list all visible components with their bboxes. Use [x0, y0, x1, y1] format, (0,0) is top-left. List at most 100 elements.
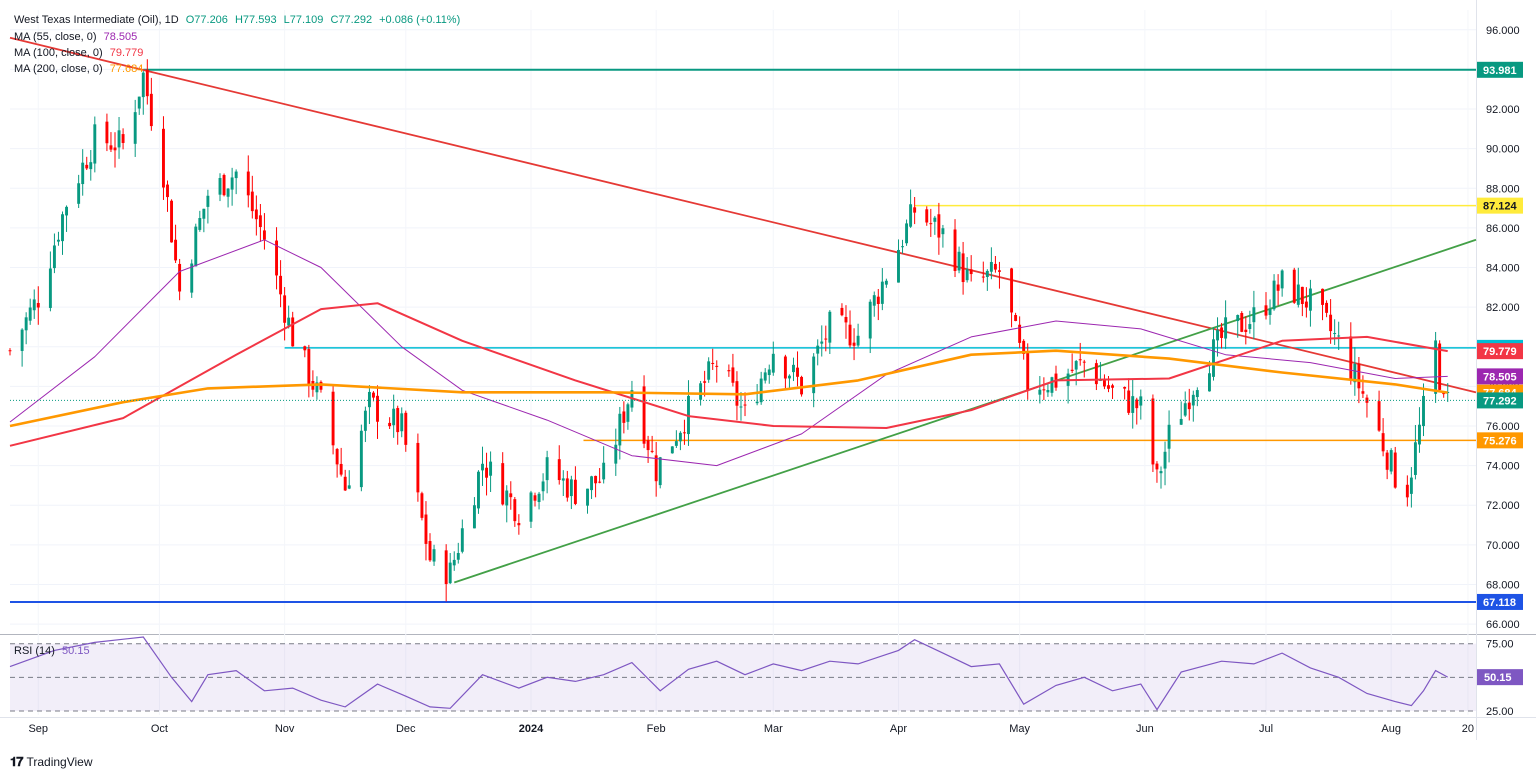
- candle-body: [1050, 377, 1054, 393]
- candle-body: [1159, 471, 1163, 474]
- candle-body: [372, 392, 375, 398]
- candle-body: [642, 386, 646, 444]
- candle-body: [396, 408, 400, 433]
- price-tick-label: 82.000: [1486, 302, 1520, 314]
- candle-body: [1381, 433, 1385, 452]
- candle-body: [392, 408, 396, 426]
- candle-body: [416, 442, 420, 493]
- candle-body: [1272, 280, 1276, 310]
- candle-body: [190, 263, 194, 293]
- candle-body: [1268, 309, 1272, 315]
- candle-body: [1393, 452, 1397, 488]
- candle-body: [1127, 390, 1131, 413]
- candle-body: [796, 367, 799, 377]
- candle-body: [28, 307, 32, 321]
- ma55-legend[interactable]: MA (55, close, 0) 78.505: [14, 31, 141, 43]
- candle-body: [1446, 391, 1450, 393]
- candle-body: [489, 461, 493, 476]
- candle-body: [65, 206, 68, 216]
- candle-body: [444, 550, 448, 585]
- candle-body: [234, 171, 238, 179]
- candle-body: [448, 562, 452, 584]
- rsi-value-tag[interactable]: 50.15: [1477, 669, 1523, 686]
- candle-body: [1349, 336, 1353, 380]
- rsi-value: 50.15: [62, 645, 90, 657]
- candle-body: [759, 378, 763, 403]
- candle-body: [517, 523, 521, 526]
- ma200-label: MA (200, close, 0): [14, 63, 103, 75]
- candle-body: [618, 413, 622, 446]
- price-tag[interactable]: 93.981: [1477, 61, 1523, 78]
- candle-body: [739, 406, 743, 408]
- price-tag[interactable]: 75.276: [1477, 432, 1523, 449]
- ma200-line[interactable]: [9, 349, 1448, 428]
- candle-body: [1422, 395, 1425, 427]
- candle-body: [20, 329, 24, 351]
- rsi-legend[interactable]: RSI (14) 50.15: [14, 645, 94, 657]
- price-tag[interactable]: 78.505: [1477, 368, 1523, 385]
- candle-body: [897, 249, 900, 283]
- time-tick-label: 2024: [519, 723, 544, 735]
- price-tick-label: 96.000: [1486, 25, 1520, 37]
- ma100-label: MA (100, close, 0): [14, 47, 103, 59]
- candle-body: [993, 263, 997, 270]
- candle-body: [957, 251, 961, 271]
- symbol-legend: West Texas Intermediate (Oil), 1D O77.20…: [14, 14, 464, 26]
- candles: [8, 59, 1450, 602]
- candle-body: [884, 280, 888, 285]
- price-tick-label: 76.000: [1486, 421, 1520, 433]
- price-tag-label: 87.124: [1483, 201, 1518, 213]
- candle-body: [1385, 452, 1389, 470]
- time-tick-label: Jun: [1136, 723, 1154, 735]
- candle-body: [876, 296, 880, 305]
- price-tag[interactable]: 79.779: [1477, 343, 1523, 360]
- price-tick-label: 88.000: [1486, 183, 1520, 195]
- ma100-legend[interactable]: MA (100, close, 0) 79.779: [14, 47, 147, 59]
- time-tick-label: Feb: [647, 723, 666, 735]
- candle-body: [1292, 269, 1296, 303]
- brand-name: TradingView: [26, 755, 93, 769]
- price-tag[interactable]: 77.292: [1477, 392, 1523, 409]
- candle-body: [335, 449, 339, 465]
- price-tag[interactable]: 87.124: [1477, 197, 1523, 214]
- price-tag-bg: [1477, 61, 1523, 78]
- candle-body: [275, 240, 278, 276]
- ma200-legend[interactable]: MA (200, close, 0) 77.684: [14, 63, 147, 75]
- candle-body: [929, 223, 933, 225]
- candle-body: [941, 228, 945, 235]
- candle-body: [1308, 288, 1312, 311]
- candle-body: [162, 128, 165, 188]
- candle-body: [1248, 324, 1252, 329]
- ma100-line[interactable]: [9, 302, 1448, 447]
- candle-body: [262, 230, 266, 240]
- candle-body: [61, 214, 64, 242]
- candle-body: [149, 93, 153, 127]
- ma55-line[interactable]: [9, 239, 1448, 467]
- price-tag-bg: [1477, 368, 1523, 385]
- candle-body: [654, 455, 658, 482]
- candle-body: [901, 246, 904, 248]
- candle-body: [997, 270, 1001, 272]
- candle-body: [626, 404, 630, 422]
- candle-body: [420, 493, 424, 518]
- candle-body: [505, 490, 509, 506]
- resistance-trendline[interactable]: [9, 36, 1477, 394]
- rsi-line[interactable]: [9, 636, 1448, 711]
- candle-body: [388, 422, 392, 427]
- candle-body: [1220, 327, 1224, 338]
- rsi-tag-label: 50.15: [1484, 672, 1512, 684]
- candle-body: [93, 124, 97, 164]
- price-tag[interactable]: 67.118: [1477, 593, 1523, 610]
- candle-body: [820, 341, 824, 344]
- candle-body: [687, 395, 690, 435]
- candle-body: [787, 375, 791, 379]
- candle-body: [545, 457, 549, 481]
- tradingview-logo[interactable]: 𝟏𝟕 TradingView: [10, 754, 93, 770]
- candle-body: [24, 317, 28, 331]
- price-tag-bg: [1477, 343, 1523, 360]
- candle-body: [707, 361, 711, 380]
- candle-body: [319, 381, 323, 390]
- candle-body: [985, 270, 989, 278]
- candle-body: [670, 446, 674, 454]
- price-tick-label: 92.000: [1486, 104, 1520, 116]
